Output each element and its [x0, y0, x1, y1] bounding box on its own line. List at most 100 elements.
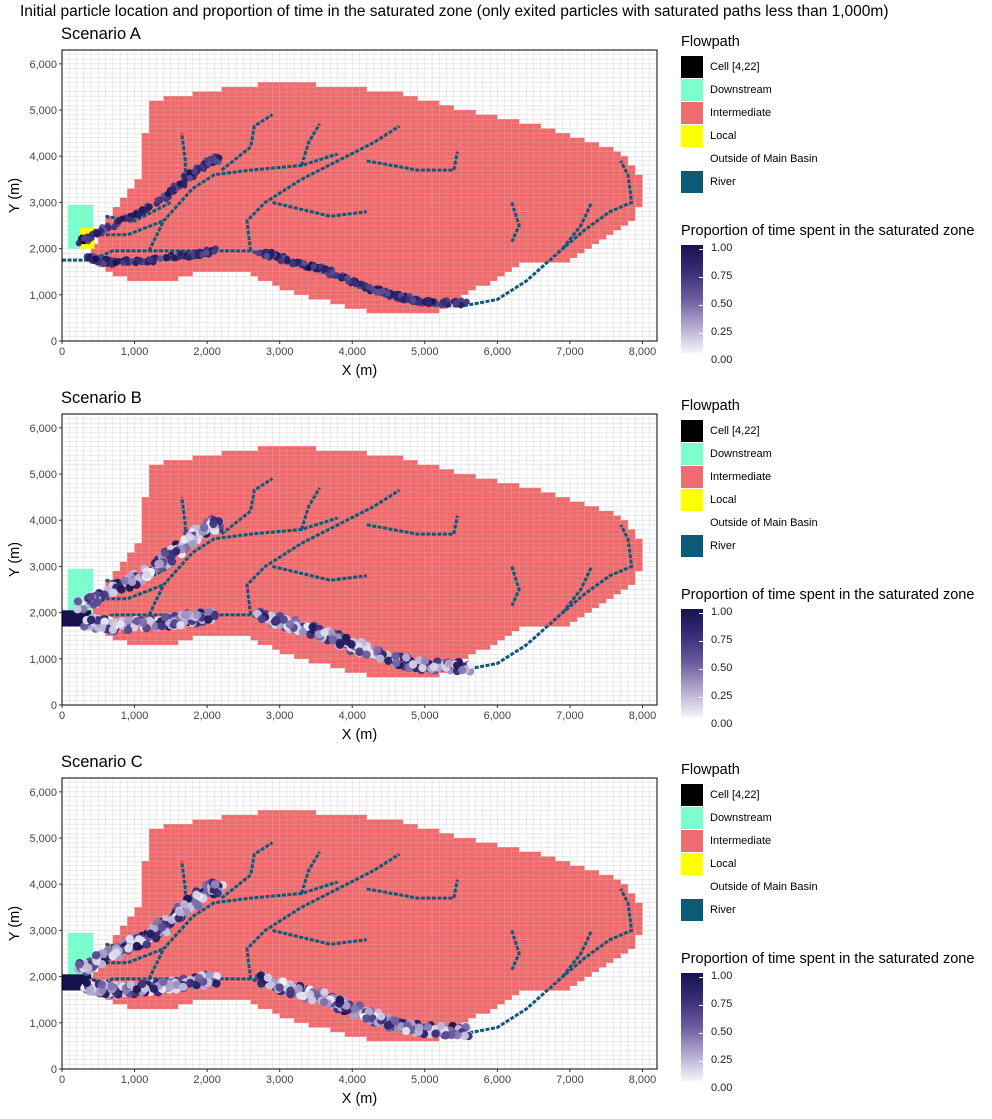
y-tick-label: 4,000 [29, 151, 57, 163]
particle-point [124, 616, 132, 624]
x-tick-label: 5,000 [411, 1074, 439, 1086]
particle-point [213, 889, 221, 897]
particle-point [139, 618, 147, 626]
particle-point [136, 212, 142, 218]
particle-point [150, 984, 158, 992]
particle-point [385, 290, 391, 296]
particle-point [264, 973, 272, 981]
legend-label: Downstream [710, 812, 772, 824]
colorbar-tick [699, 1061, 703, 1062]
particle-point [95, 230, 101, 236]
particle-point [92, 951, 100, 959]
particle-point [336, 996, 344, 1004]
flowpath-legend-item: Cell [4,22] [681, 420, 760, 442]
particle-point [181, 611, 189, 619]
particle-point [126, 935, 134, 943]
flowpath-legend-item: River [681, 171, 736, 193]
particle-point [75, 960, 83, 968]
y-tick-label: 5,000 [29, 833, 57, 845]
particle-point [338, 273, 344, 279]
x-axis-label: X (m) [342, 363, 377, 379]
colorbar-tick [699, 641, 703, 642]
particle-point [415, 1023, 423, 1031]
legend-swatch [681, 876, 703, 898]
x-tick-label: 4,000 [338, 346, 366, 358]
x-tick-label: 0 [59, 710, 65, 722]
particle-point [298, 628, 306, 636]
x-tick-label: 6,000 [484, 1074, 512, 1086]
y-tick-label: 2,000 [29, 972, 57, 984]
colorbar-tick-label: 1.00 [711, 970, 732, 982]
colorbar-title: Proportion of time spent in the saturate… [681, 951, 974, 967]
colorbar-tick [699, 333, 703, 334]
y-tick-label: 4,000 [29, 879, 57, 891]
particle-point [168, 916, 176, 924]
particle-point [321, 266, 327, 272]
x-tick-label: 8,000 [629, 1074, 657, 1086]
y-tick-label: 3,000 [29, 925, 57, 937]
particle-point [453, 300, 459, 306]
particle-point [146, 930, 154, 938]
particle-point [116, 620, 124, 628]
colorbar [681, 245, 703, 353]
particle-point [379, 288, 385, 294]
particle-point [320, 628, 328, 636]
y-tick-label: 6,000 [29, 787, 57, 799]
x-axis-label: X (m) [342, 1091, 377, 1107]
particle-point [264, 253, 270, 259]
particle-point [301, 260, 307, 266]
particle-point [84, 964, 92, 972]
legend-swatch [681, 56, 703, 78]
particle-point [177, 250, 183, 256]
particle-point [458, 666, 466, 674]
x-tick-label: 2,000 [193, 710, 221, 722]
x-tick-label: 4,000 [338, 710, 366, 722]
particle-point [111, 224, 117, 230]
particle-point [344, 275, 350, 281]
particle-point [445, 659, 453, 667]
particle-point [268, 249, 274, 255]
flowpath-legend-item: Outside of Main Basin [681, 148, 818, 170]
particle-point [284, 256, 290, 262]
legend-label: River [710, 176, 736, 188]
particle-point [189, 540, 197, 548]
x-tick-label: 1,000 [121, 710, 149, 722]
x-tick-label: 1,000 [121, 346, 149, 358]
colorbar-tick [699, 1005, 703, 1006]
colorbar-tick-label: 0.25 [711, 326, 732, 338]
particle-point [409, 660, 417, 668]
flowpath-legend-item: River [681, 899, 736, 921]
particle-point [430, 663, 438, 671]
y-tick-label: 2,000 [29, 608, 57, 620]
particle-point [109, 626, 117, 634]
y-tick-label: 6,000 [29, 59, 57, 71]
particle-point [355, 648, 363, 656]
particle-point [212, 979, 220, 987]
legend-swatch [681, 420, 703, 442]
x-tick-label: 3,000 [266, 346, 294, 358]
legend-swatch [681, 466, 703, 488]
flowpath-legend-item: Cell [4,22] [681, 56, 760, 78]
x-tick-label: 3,000 [266, 710, 294, 722]
colorbar-tick-label: 0.75 [711, 270, 732, 282]
particle-point [109, 618, 117, 626]
particle-point [350, 1011, 358, 1019]
particle-point [205, 160, 211, 166]
flowpath-legend-title: Flowpath [681, 398, 740, 414]
particle-point [142, 570, 150, 578]
y-tick-label: 3,000 [29, 197, 57, 209]
particle-point [99, 950, 107, 958]
y-axis-label: Y (m) [7, 542, 23, 577]
flowpath-legend-item: Intermediate [681, 830, 771, 852]
colorbar-tick [699, 613, 703, 614]
legend-swatch [681, 102, 703, 124]
colorbar [681, 973, 703, 1081]
particle-point [143, 206, 149, 212]
flowpath-legend-item: Intermediate [681, 102, 771, 124]
legend-swatch [681, 784, 703, 806]
x-tick-label: 6,000 [484, 346, 512, 358]
particle-point [176, 908, 184, 916]
flowpath-legend-item: Outside of Main Basin [681, 512, 818, 534]
legend-swatch [681, 489, 703, 511]
